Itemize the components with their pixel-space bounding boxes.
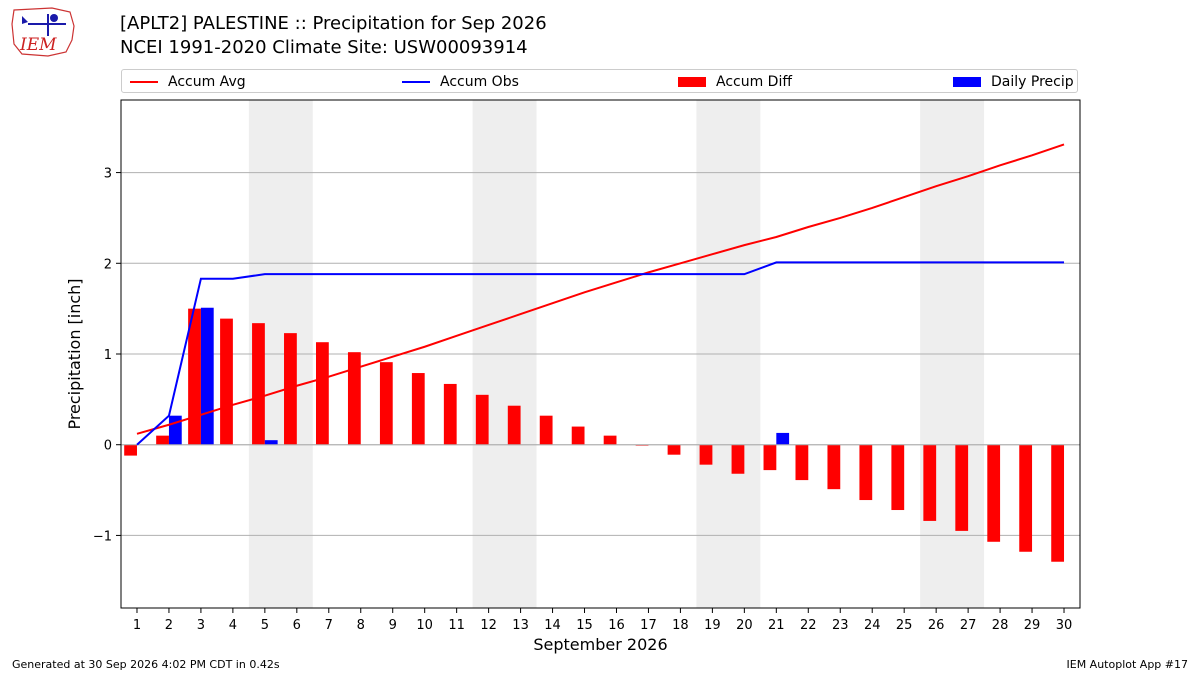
accum-diff-bar — [284, 333, 297, 445]
accum-diff-bar — [859, 444, 873, 501]
legend-label-accum-obs: Accum Obs — [440, 74, 519, 90]
accum-diff-bar — [1051, 444, 1065, 562]
x-tick-label: 28 — [992, 618, 1009, 633]
accum-diff-bar — [539, 415, 553, 445]
footer-generated: Generated at 30 Sep 2026 4:02 PM CDT in … — [12, 658, 280, 671]
y-axis-label: Precipitation [inch] — [65, 278, 84, 429]
accum-diff-bar — [699, 444, 713, 465]
x-tick-label: 16 — [608, 618, 625, 633]
x-tick-label: 15 — [576, 618, 593, 633]
accum-obs-line — [136, 261, 1065, 446]
x-tick-label: 23 — [832, 618, 849, 633]
x-axis-label: September 2026 — [533, 635, 667, 654]
x-tick-label: 26 — [928, 618, 945, 633]
accum-diff-bar — [667, 444, 681, 455]
daily-precip-bar — [264, 440, 278, 445]
x-tick-label: 7 — [325, 618, 333, 633]
accum-diff-bar — [379, 362, 393, 445]
accum-diff-bar — [347, 352, 361, 445]
y-tick-label: 2 — [104, 257, 112, 272]
x-tick-label: 27 — [960, 618, 977, 633]
legend-swatch-accum-obs — [402, 81, 430, 83]
x-tick-label: 5 — [261, 618, 269, 633]
accum-diff-bar — [603, 435, 617, 445]
x-tick-label: 18 — [672, 618, 689, 633]
accum-diff-bar — [891, 444, 905, 511]
y-tick-label: −1 — [93, 529, 112, 544]
x-tick-label: 10 — [416, 618, 433, 633]
x-tick-label: 17 — [640, 618, 657, 633]
legend-item-accum-obs: Accum Obs — [402, 70, 519, 94]
x-tick-label: 12 — [480, 618, 497, 633]
x-tick-label: 25 — [896, 618, 913, 633]
x-tick-label: 14 — [544, 618, 561, 633]
accum-diff-bar — [315, 342, 329, 445]
accum-diff-bar — [443, 383, 457, 445]
x-tick-label: 3 — [197, 618, 205, 633]
y-tick-label: 3 — [104, 167, 112, 182]
x-tick-label: 21 — [768, 618, 785, 633]
y-tick-label: 0 — [104, 439, 112, 454]
legend-label-daily-precip: Daily Precip — [991, 74, 1074, 90]
x-tick-label: 9 — [389, 618, 397, 633]
daily-precip-bar — [776, 432, 790, 445]
accum-diff-bar — [220, 318, 233, 445]
legend-item-accum-diff: Accum Diff — [678, 70, 792, 94]
x-tick-label: 13 — [512, 618, 529, 633]
chart-title: [APLT2] PALESTINE :: Precipitation for S… — [120, 13, 547, 34]
legend-swatch-accum-diff — [678, 77, 706, 87]
accum-diff-bar — [987, 444, 1001, 542]
daily-precip-bar — [168, 415, 182, 445]
accum-diff-bar — [411, 373, 425, 445]
accum-diff-bar — [252, 323, 265, 445]
x-tick-label: 19 — [704, 618, 721, 633]
legend-swatch-accum-avg — [130, 81, 158, 83]
daily-precip-bar — [200, 307, 214, 445]
accum-diff-bar — [795, 444, 809, 481]
accum-diff-bar — [507, 405, 521, 445]
x-tick-label: 2 — [165, 618, 173, 633]
accum-diff-bar — [188, 308, 201, 445]
x-tick-label: 4 — [229, 618, 237, 633]
accum-diff-bar — [923, 444, 937, 521]
accum-avg-line — [136, 143, 1065, 435]
accum-diff-bar — [156, 435, 169, 445]
accum-diff-bar — [124, 444, 137, 456]
x-tick-label: 11 — [448, 618, 465, 633]
accum-diff-bar — [955, 444, 969, 531]
legend: Accum Avg Accum Obs Accum Diff Daily Pre… — [121, 69, 1078, 93]
accum-diff-bar — [827, 444, 841, 490]
accum-diff-bar — [1019, 444, 1033, 552]
iem-logo-icon: IEM — [11, 7, 75, 57]
accum-diff-bar — [731, 444, 745, 474]
legend-item-daily-precip: Daily Precip — [953, 70, 1074, 94]
logo-text: IEM — [19, 35, 57, 55]
x-tick-label: 29 — [1024, 618, 1041, 633]
accum-diff-bar — [475, 394, 489, 445]
x-tick-label: 1 — [133, 618, 141, 633]
accum-diff-bar — [763, 444, 777, 471]
x-tick-label: 22 — [800, 618, 817, 633]
accum-diff-bar — [571, 426, 585, 445]
x-tick-label: 6 — [293, 618, 301, 633]
legend-swatch-daily-precip — [953, 77, 981, 87]
y-tick-label: 1 — [104, 348, 112, 363]
x-tick-label: 20 — [736, 618, 753, 633]
x-tick-label: 24 — [864, 618, 881, 633]
legend-label-accum-diff: Accum Diff — [716, 74, 793, 90]
legend-item-accum-avg: Accum Avg — [130, 70, 246, 94]
chart-subtitle: NCEI 1991-2020 Climate Site: USW00093914 — [120, 37, 528, 58]
legend-label-accum-avg: Accum Avg — [168, 74, 246, 90]
footer-app: IEM Autoplot App #17 — [1066, 658, 1189, 671]
x-tick-label: 8 — [357, 618, 365, 633]
x-tick-label: 30 — [1056, 618, 1073, 633]
